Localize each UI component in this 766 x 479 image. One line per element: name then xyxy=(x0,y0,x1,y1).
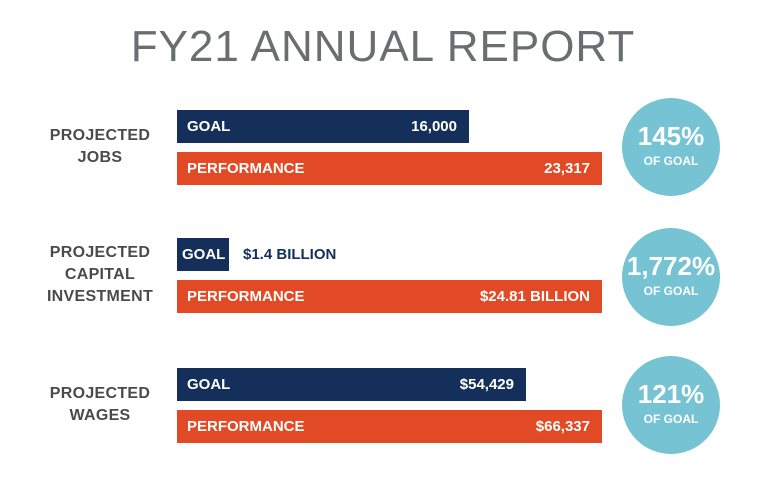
percent-of-goal-badge: 145% OF GOAL xyxy=(622,98,720,196)
row-label-line: CAPITAL xyxy=(64,266,136,283)
goal-bar-value: 16,000 xyxy=(411,118,457,135)
row-projected-capital-investment: PROJECTED CAPITAL INVESTMENT GOAL $1.4 B… xyxy=(0,228,766,326)
performance-bar-label: PERFORMANCE xyxy=(187,288,305,305)
goal-bar-value: $1.4 BILLION xyxy=(243,246,337,263)
performance-bar-value: 23,317 xyxy=(544,160,590,177)
percent-value: 121% xyxy=(637,379,705,409)
percent-caption: OF GOAL xyxy=(643,412,699,426)
percent-caption: OF GOAL xyxy=(643,284,699,298)
row-label: PROJECTED CAPITAL INVESTMENT xyxy=(30,242,170,308)
percent-of-goal-badge: 1,772% OF GOAL xyxy=(622,228,720,326)
row-label-line: PROJECTED xyxy=(49,244,151,261)
performance-bar: PERFORMANCE $24.81 BILLION xyxy=(177,280,602,313)
row-projected-wages: PROJECTED WAGES GOAL $54,429 PERFORMANCE… xyxy=(0,356,766,454)
goal-bar: GOAL 16,000 xyxy=(177,110,469,143)
performance-bar-label: PERFORMANCE xyxy=(187,160,305,177)
percent-value: 145% xyxy=(637,121,705,151)
percent-caption: OF GOAL xyxy=(643,154,699,168)
goal-bar: GOAL xyxy=(177,238,229,271)
goal-bar-label: GOAL xyxy=(187,118,231,135)
performance-bar: PERFORMANCE $66,337 xyxy=(177,410,602,443)
performance-bar-value: $66,337 xyxy=(535,418,590,435)
goal-bar-value: $54,429 xyxy=(459,376,514,393)
row-label-line: WAGES xyxy=(69,407,131,424)
performance-bar-value: $24.81 BILLION xyxy=(479,288,590,305)
goal-bar: GOAL $54,429 xyxy=(177,368,526,401)
row-label-line: JOBS xyxy=(77,149,123,166)
row-label-line: INVESTMENT xyxy=(46,288,154,305)
goal-bar-label: GOAL xyxy=(182,246,226,263)
page-title: FY21 ANNUAL REPORT xyxy=(130,22,636,71)
row-projected-jobs: PROJECTED JOBS GOAL 16,000 PERFORMANCE 2… xyxy=(0,98,766,196)
row-label: PROJECTED WAGES xyxy=(30,383,170,427)
row-label-line: PROJECTED xyxy=(49,127,151,144)
percent-of-goal-badge: 121% OF GOAL xyxy=(622,356,720,454)
percent-value: 1,772% xyxy=(626,251,716,281)
performance-bar: PERFORMANCE 23,317 xyxy=(177,152,602,185)
goal-bar-label: GOAL xyxy=(187,376,231,393)
row-label: PROJECTED JOBS xyxy=(30,125,170,169)
row-label-line: PROJECTED xyxy=(49,385,151,402)
performance-bar-label: PERFORMANCE xyxy=(187,418,305,435)
